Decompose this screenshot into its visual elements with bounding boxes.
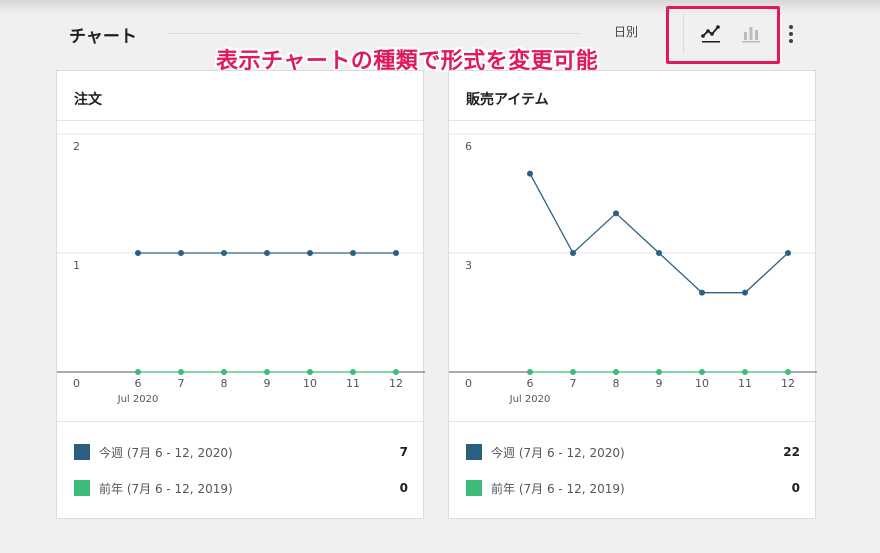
card-divider <box>57 120 423 121</box>
legend-swatch-current <box>74 444 90 460</box>
legend-label: 今週 (7月 6 - 12, 2020) <box>99 445 233 460</box>
y-tick-label: 6 <box>465 140 472 153</box>
card-divider <box>57 421 423 422</box>
x-axis-sublabel: Jul 2020 <box>117 394 159 405</box>
data-point-previous <box>699 369 705 375</box>
y-tick-label: 0 <box>73 377 80 390</box>
y-tick-label: 3 <box>465 259 472 272</box>
data-point-previous <box>307 369 313 375</box>
y-tick-label: 2 <box>73 140 80 153</box>
card-title: 注文 <box>74 92 102 108</box>
annotation-text: 表示チャートの種類で形式を変更可能 <box>216 49 599 74</box>
data-point-previous <box>178 369 184 375</box>
legend-label: 前年 (7月 6 - 12, 2019) <box>99 481 233 496</box>
x-tick-label: 7 <box>178 377 185 390</box>
interval-selector[interactable]: 日別 <box>614 25 639 39</box>
data-point-previous <box>656 369 662 375</box>
legend-value: 0 <box>791 481 800 495</box>
series-line-current <box>529 173 789 294</box>
x-tick-label: 11 <box>738 377 752 390</box>
items-sold-line-chart: 0 3 6 6 7 8 9 10 11 12 Jul 2020 <box>449 133 817 405</box>
data-point-previous <box>135 369 141 375</box>
x-axis-sublabel: Jul 2020 <box>509 394 551 405</box>
x-tick-label: 8 <box>613 377 620 390</box>
legend-item-previous[interactable]: 前年 (7月 6 - 12, 2019) 0 <box>466 478 800 498</box>
ellipsis-vertical-icon <box>789 25 793 43</box>
page-title: チャート <box>69 27 137 47</box>
bar-chart-button[interactable] <box>738 18 764 48</box>
chart-type-highlight <box>666 6 780 64</box>
data-point-previous <box>742 369 748 375</box>
legend-swatch-previous <box>466 480 482 496</box>
data-point-previous <box>221 369 227 375</box>
data-point-current <box>742 289 748 296</box>
data-point-current <box>785 250 791 256</box>
data-point-current <box>570 250 576 256</box>
card-title: 販売アイテム <box>466 92 549 108</box>
legend-label: 前年 (7月 6 - 12, 2019) <box>491 481 625 496</box>
x-tick-label: 6 <box>135 377 142 390</box>
chart-card-orders: 注文 0 1 2 6 7 8 9 10 11 12 Jul 2020 今週 (7月 6 - 12, … <box>56 70 425 519</box>
chart-card-items-sold: 販売アイテム 0 3 6 6 7 8 9 10 11 12 Jul 2020 今週 (7月 6 - … <box>448 70 817 519</box>
card-divider <box>449 421 815 422</box>
x-tick-label: 12 <box>389 377 403 390</box>
legend-item-current[interactable]: 今週 (7月 6 - 12, 2020) 22 <box>466 442 800 462</box>
top-shade <box>0 0 880 14</box>
line-chart-button[interactable] <box>698 18 724 48</box>
more-options-button[interactable] <box>782 22 800 46</box>
legend-label: 今週 (7月 6 - 12, 2020) <box>491 445 625 460</box>
data-point-current <box>613 210 619 217</box>
data-point-current <box>178 250 184 256</box>
legend-value: 7 <box>399 445 408 459</box>
data-point-previous <box>264 369 270 375</box>
legend-item-current[interactable]: 今週 (7月 6 - 12, 2020) 7 <box>74 442 408 462</box>
legend-value: 0 <box>399 481 408 495</box>
data-point-current <box>699 289 705 296</box>
data-point-current <box>135 250 141 256</box>
legend-item-previous[interactable]: 前年 (7月 6 - 12, 2019) 0 <box>74 478 408 498</box>
x-tick-label: 7 <box>570 377 577 390</box>
data-point-current <box>393 250 399 256</box>
data-point-previous <box>785 369 791 375</box>
x-tick-label: 12 <box>781 377 795 390</box>
data-point-current <box>350 250 356 256</box>
x-tick-label: 10 <box>303 377 317 390</box>
y-tick-label: 1 <box>73 259 80 272</box>
legend-swatch-current <box>466 444 482 460</box>
data-point-previous <box>613 369 619 375</box>
data-point-previous <box>527 369 533 375</box>
legend-value: 22 <box>783 445 800 459</box>
x-tick-label: 11 <box>346 377 360 390</box>
x-tick-label: 8 <box>221 377 228 390</box>
data-point-previous <box>350 369 356 375</box>
data-point-current <box>307 250 313 256</box>
toolbar-divider <box>683 14 684 54</box>
data-point-previous <box>570 369 576 375</box>
bar-chart-icon <box>742 27 760 43</box>
x-tick-label: 6 <box>527 377 534 390</box>
data-point-current <box>264 250 270 256</box>
data-point-current <box>221 250 227 256</box>
data-point-previous <box>393 369 399 375</box>
data-point-current <box>527 170 533 177</box>
y-tick-label: 0 <box>465 377 472 390</box>
legend-swatch-previous <box>74 480 90 496</box>
data-point-current <box>656 250 662 256</box>
x-tick-label: 9 <box>264 377 271 390</box>
x-tick-label: 10 <box>695 377 709 390</box>
header-divider <box>168 33 580 34</box>
card-divider <box>449 120 815 121</box>
line-chart-icon <box>701 25 720 43</box>
x-tick-label: 9 <box>656 377 663 390</box>
